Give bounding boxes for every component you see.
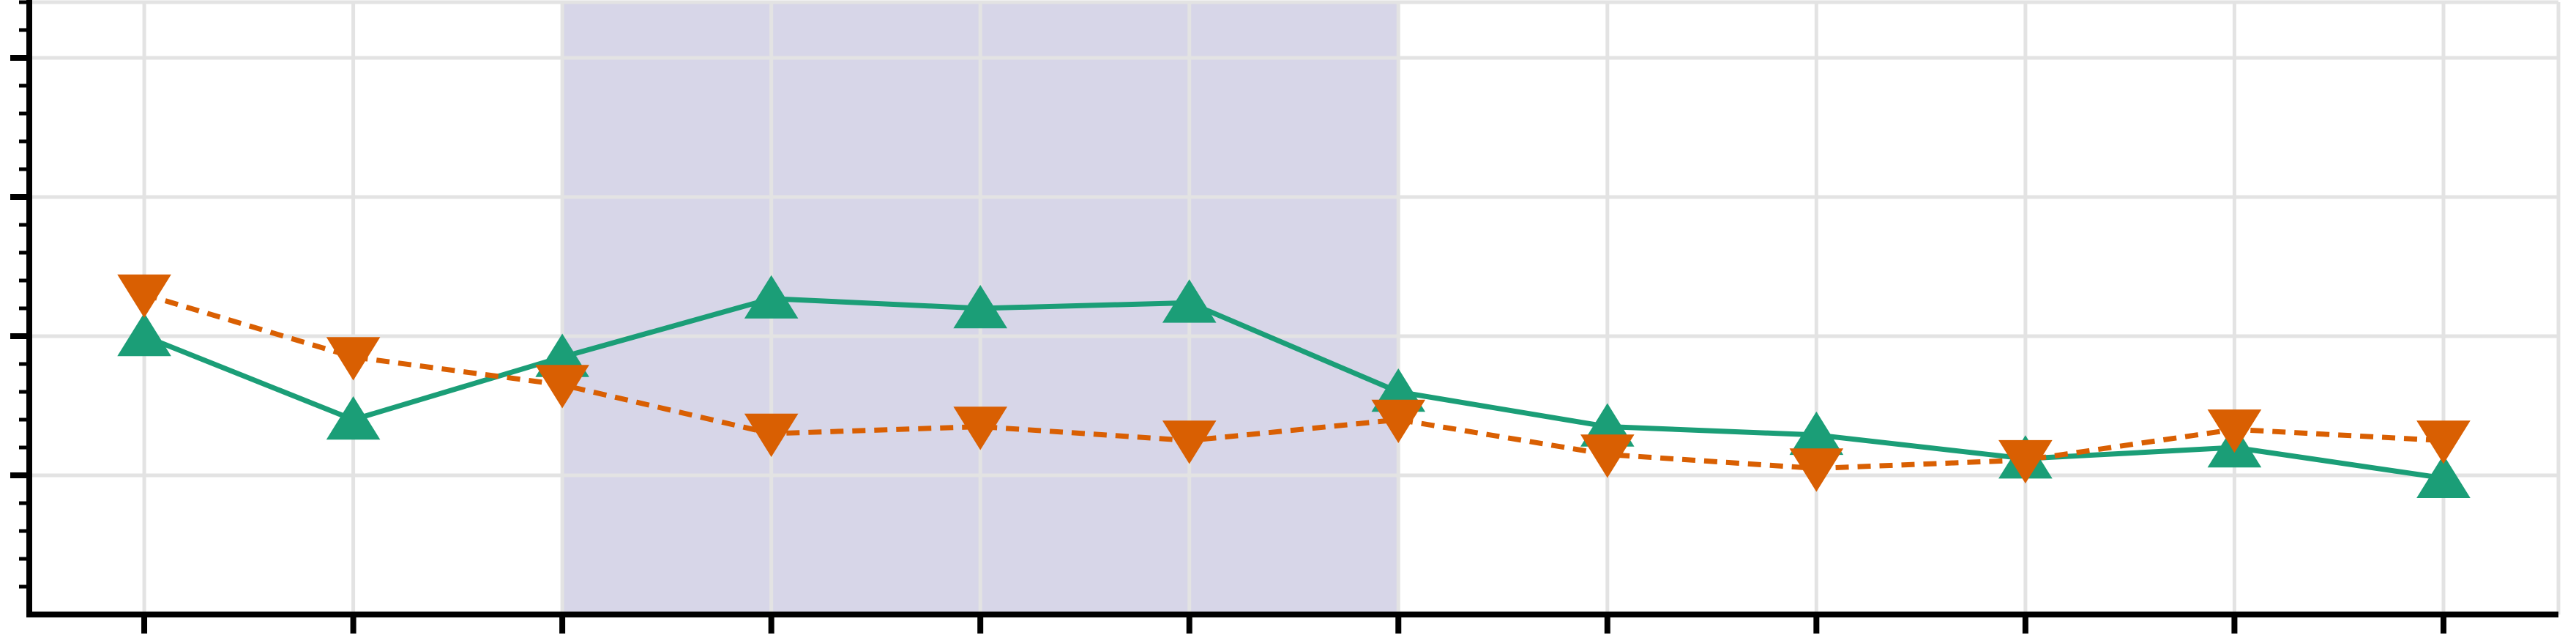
series-1-marker-5 <box>1162 420 1217 464</box>
series-1-marker-0 <box>117 274 171 318</box>
series-1-marker-7 <box>1580 434 1635 478</box>
series-lines-layer <box>143 291 2444 481</box>
series-0-marker-8 <box>1789 411 1844 456</box>
series-1-marker-8 <box>1789 448 1844 492</box>
series-1-marker-1 <box>326 337 381 381</box>
series-markers-layer <box>117 274 2471 498</box>
series-0-marker-0 <box>117 313 171 357</box>
series-1-marker-9 <box>1998 439 2053 484</box>
series-1-marker-11 <box>2416 420 2471 464</box>
series-0-marker-3 <box>744 275 799 319</box>
series-0-marker-5 <box>1162 279 1217 323</box>
series-0-marker-11 <box>2416 454 2471 498</box>
series-1-marker-2 <box>535 365 589 409</box>
series-0-marker-1 <box>326 396 381 440</box>
series-1-marker-4 <box>953 406 1007 450</box>
axes-layer <box>10 0 2558 634</box>
grid-layer <box>29 0 2561 614</box>
series-1-marker-10 <box>2207 409 2262 453</box>
series-0-marker-4 <box>953 285 1007 329</box>
series-1-line <box>143 291 2444 471</box>
series-1-marker-6 <box>1371 399 1426 443</box>
series-1-marker-3 <box>744 413 799 457</box>
